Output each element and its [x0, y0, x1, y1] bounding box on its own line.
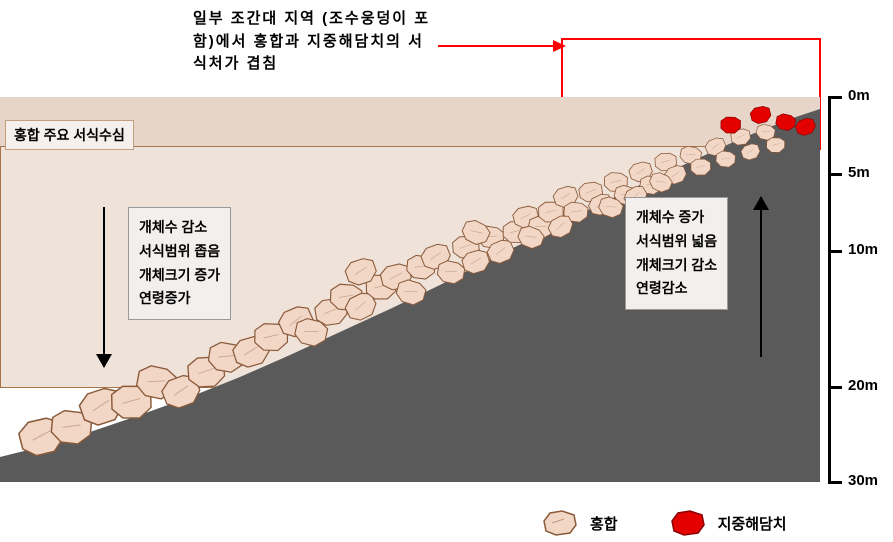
depth-label: 10m: [848, 241, 878, 258]
legend: 홍합 지중해담치: [540, 509, 787, 537]
info-line: 서식범위 좁음: [139, 240, 220, 264]
mussel-legend-label: 홍합: [590, 513, 618, 534]
info-line: 개체크기 감소: [636, 254, 717, 278]
habitat-depth-label: 홍합 주요 서식수심: [5, 120, 134, 150]
info-line: 개체수 증가: [636, 206, 717, 230]
invasive-legend-label: 지중해담치: [718, 513, 787, 534]
depth-label: 20m: [848, 377, 878, 394]
depth-tick: [828, 173, 842, 176]
depth-tick: [828, 481, 842, 484]
depth-increase-arrow: [103, 207, 105, 367]
diagram-area: 홍합 주요 서식수심 개체수 감소 서식범위 좁음 개체크기 증가 연령증가 개…: [0, 97, 820, 482]
depth-tick: [828, 386, 842, 389]
depth-label: 5m: [848, 164, 870, 181]
shallow-info-box: 개체수 증가 서식범위 넓음 개체크기 감소 연령감소: [625, 197, 728, 310]
mussel-legend-icon: [540, 509, 580, 537]
info-line: 연령감소: [636, 277, 717, 301]
depth-tick: [828, 250, 842, 253]
depth-axis-line: [828, 97, 832, 482]
invasive-legend-icon: [668, 509, 708, 537]
depth-label: 30m: [848, 472, 878, 489]
depth-tick: [828, 96, 842, 99]
info-line: 연령증가: [139, 287, 220, 311]
depth-label: 0m: [848, 87, 870, 104]
info-line: 개체크기 증가: [139, 264, 220, 288]
deep-info-box: 개체수 감소 서식범위 좁음 개체크기 증가 연령증가: [128, 207, 231, 320]
info-line: 서식범위 넓음: [636, 230, 717, 254]
depth-decrease-arrow: [760, 197, 762, 357]
info-line: 개체수 감소: [139, 216, 220, 240]
